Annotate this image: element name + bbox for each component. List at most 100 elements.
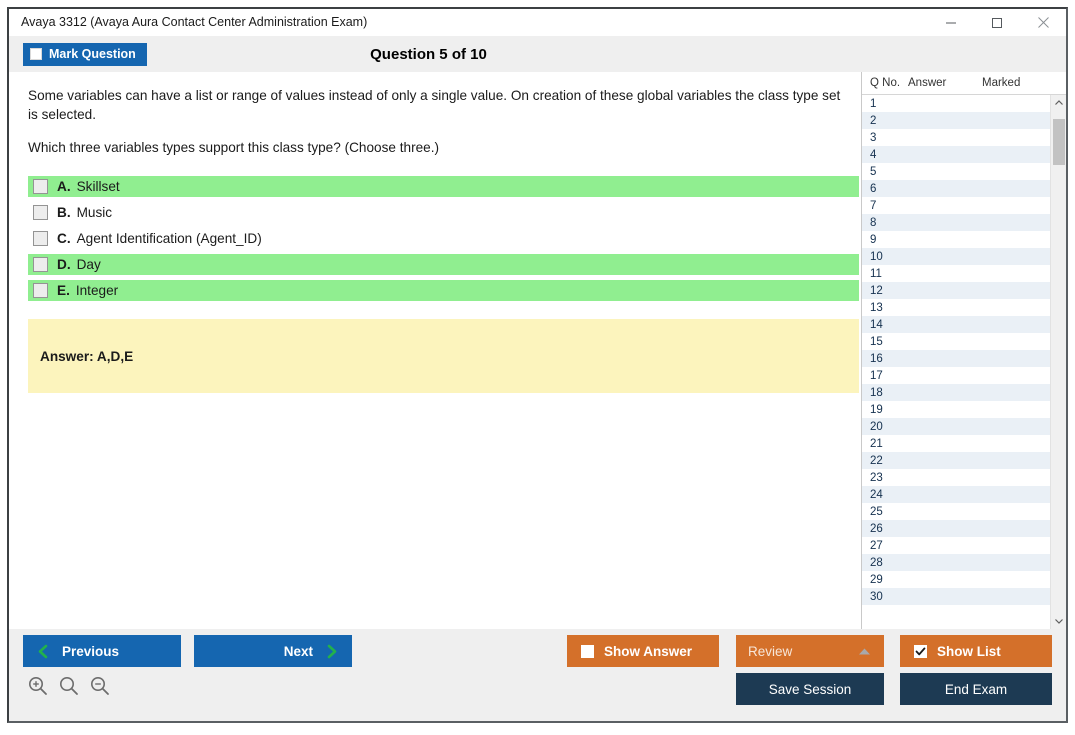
question-number-cell: 21 [870, 437, 883, 450]
minimize-button[interactable] [928, 9, 974, 36]
question-list-row[interactable]: 3 [862, 129, 1050, 146]
question-list-row[interactable]: 10 [862, 248, 1050, 265]
check-icon [915, 647, 926, 655]
question-list-row[interactable]: 19 [862, 401, 1050, 418]
option-row[interactable]: D. Day [28, 254, 859, 275]
zoom-out-icon[interactable] [89, 675, 111, 697]
question-paragraph-1: Some variables can have a list or range … [28, 88, 841, 122]
question-list-row[interactable]: 11 [862, 265, 1050, 282]
chevron-up-icon [859, 648, 870, 654]
question-list-row[interactable]: 21 [862, 435, 1050, 452]
option-checkbox[interactable] [33, 179, 48, 194]
show-list-checkbox[interactable] [914, 644, 927, 658]
question-number-cell: 15 [870, 335, 883, 348]
question-text: Some variables can have a list or range … [9, 86, 861, 157]
question-list-row[interactable]: 1 [862, 95, 1050, 112]
option-checkbox[interactable] [33, 205, 48, 220]
maximize-button[interactable] [974, 9, 1020, 36]
chevron-up-icon [1054, 100, 1063, 105]
option-row[interactable]: C. Agent Identification (Agent_ID) [28, 228, 859, 249]
question-number-cell: 25 [870, 505, 883, 518]
scroll-down-button[interactable] [1051, 613, 1066, 629]
save-session-button[interactable]: Save Session [736, 673, 884, 705]
question-list-row[interactable]: 12 [862, 282, 1050, 299]
question-number-cell: 27 [870, 539, 883, 552]
question-paragraph-2: Which three variables types support this… [28, 140, 440, 155]
mark-question-checkbox[interactable] [30, 48, 42, 60]
question-number-cell: 23 [870, 471, 883, 484]
window-controls [928, 9, 1066, 35]
title-bar: Avaya 3312 (Avaya Aura Contact Center Ad… [9, 9, 1066, 36]
question-list-row[interactable]: 23 [862, 469, 1050, 486]
question-list-row[interactable]: 7 [862, 197, 1050, 214]
show-answer-checkbox[interactable] [581, 644, 594, 658]
question-list-pane: Q No. Answer Marked 1 2 3 4 5 6 7 8 9 10 11 12 13 14 1… [861, 72, 1066, 629]
question-list-row[interactable]: 22 [862, 452, 1050, 469]
question-number-cell: 30 [870, 590, 883, 603]
question-list-row[interactable]: 16 [862, 350, 1050, 367]
previous-button[interactable]: Previous [23, 635, 181, 667]
option-row[interactable]: A. Skillset [28, 176, 859, 197]
option-row[interactable]: B. Music [28, 202, 859, 223]
question-list-row[interactable]: 15 [862, 333, 1050, 350]
question-list-row[interactable]: 2 [862, 112, 1050, 129]
question-list-body: 1 2 3 4 5 6 7 8 9 10 11 12 13 14 15 16 17 18 19 20 21 22 23 24 2… [862, 95, 1066, 629]
zoom-reset-icon[interactable] [58, 675, 80, 697]
zoom-in-icon[interactable] [27, 675, 49, 697]
chevron-down-icon [1054, 619, 1063, 624]
question-number-cell: 29 [870, 573, 883, 586]
scrollbar-track[interactable] [1051, 111, 1066, 613]
option-row[interactable]: E. Integer [28, 280, 859, 301]
question-list-row[interactable]: 28 [862, 554, 1050, 571]
question-number-cell: 28 [870, 556, 883, 569]
scrollbar-thumb[interactable] [1053, 119, 1065, 165]
question-number-cell: 9 [870, 233, 877, 246]
show-list-button[interactable]: Show List [900, 635, 1052, 667]
question-list-row[interactable]: 6 [862, 180, 1050, 197]
review-dropdown[interactable]: Review [736, 635, 884, 667]
question-list-rows[interactable]: 1 2 3 4 5 6 7 8 9 10 11 12 13 14 15 16 17 18 19 20 21 22 23 24 2… [862, 95, 1050, 629]
end-exam-button[interactable]: End Exam [900, 673, 1052, 705]
scroll-up-button[interactable] [1051, 95, 1066, 111]
question-pane: Some variables can have a list or range … [9, 72, 861, 629]
question-number-cell: 18 [870, 386, 883, 399]
question-number-cell: 20 [870, 420, 883, 433]
question-number-cell: 6 [870, 182, 877, 195]
close-icon [1037, 17, 1049, 28]
question-list-row[interactable]: 8 [862, 214, 1050, 231]
close-button[interactable] [1020, 9, 1066, 36]
footer-row-secondary: Save Session End Exam [9, 673, 1066, 705]
option-checkbox[interactable] [33, 257, 48, 272]
question-list-row[interactable]: 18 [862, 384, 1050, 401]
question-list-row[interactable]: 5 [862, 163, 1050, 180]
question-list-row[interactable]: 26 [862, 520, 1050, 537]
question-number-cell: 3 [870, 131, 877, 144]
mark-question-label: Mark Question [49, 47, 136, 61]
question-list-row[interactable]: 25 [862, 503, 1050, 520]
option-text: Music [76, 205, 113, 220]
question-number-cell: 14 [870, 318, 883, 331]
question-list-row[interactable]: 4 [862, 146, 1050, 163]
column-header-marked: Marked [982, 77, 1021, 89]
question-list-row[interactable]: 13 [862, 299, 1050, 316]
question-list-row[interactable]: 24 [862, 486, 1050, 503]
question-list-scrollbar[interactable] [1050, 95, 1066, 629]
question-list-row[interactable]: 14 [862, 316, 1050, 333]
question-list-row[interactable]: 17 [862, 367, 1050, 384]
option-letter: A. [57, 179, 71, 194]
question-number-cell: 5 [870, 165, 877, 178]
option-checkbox[interactable] [33, 231, 48, 246]
question-list-row[interactable]: 27 [862, 537, 1050, 554]
question-list-row[interactable]: 30 [862, 588, 1050, 605]
option-checkbox[interactable] [33, 283, 48, 298]
question-number-cell: 1 [870, 97, 877, 110]
next-button[interactable]: Next [194, 635, 352, 667]
question-list-row[interactable]: 29 [862, 571, 1050, 588]
show-answer-button[interactable]: Show Answer [567, 635, 719, 667]
question-number-cell: 13 [870, 301, 883, 314]
question-list-row[interactable]: 20 [862, 418, 1050, 435]
body-split: Some variables can have a list or range … [9, 72, 1066, 629]
mark-question-button[interactable]: Mark Question [23, 42, 147, 66]
question-list-row[interactable]: 9 [862, 231, 1050, 248]
question-number-cell: 7 [870, 199, 877, 212]
